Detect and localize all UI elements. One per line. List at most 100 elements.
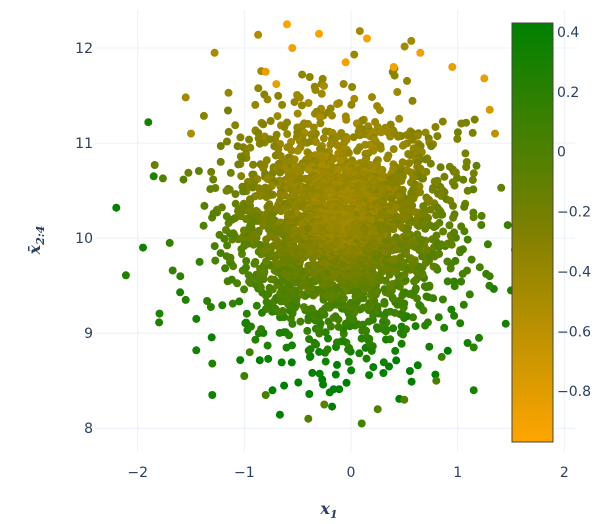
- scatter-point: [501, 319, 510, 328]
- scatter-point: [397, 339, 406, 348]
- scatter-point: [307, 304, 316, 313]
- scatter-point: [268, 169, 277, 178]
- x-tick-label: 2: [560, 465, 569, 481]
- scatter-point: [211, 256, 220, 265]
- scatter-point: [407, 377, 416, 386]
- scatter-point: [266, 117, 275, 125]
- scatter-point: [335, 385, 344, 394]
- scatter-point: [288, 44, 297, 52]
- scatter-point: [416, 48, 425, 57]
- scatter-point: [304, 224, 313, 233]
- scatter-point: [349, 223, 358, 232]
- scatter-point: [229, 229, 238, 238]
- scatter-point: [389, 324, 398, 333]
- scatter-point: [369, 224, 378, 233]
- scatter-point: [263, 341, 272, 350]
- scatter-point: [265, 224, 273, 233]
- scatter-point: [432, 231, 441, 240]
- scatter-point: [477, 211, 486, 220]
- scatter-point: [450, 228, 459, 237]
- scatter-point: [261, 67, 270, 76]
- scatter-point: [443, 346, 452, 355]
- scatter-point: [224, 106, 232, 115]
- scatter-point: [456, 319, 465, 328]
- y-tick-label: 8: [84, 421, 93, 437]
- scatter-point: [432, 376, 441, 385]
- scatter-point: [463, 266, 471, 275]
- scatter-point: [463, 186, 472, 195]
- scatter-point: [397, 176, 406, 185]
- scatter-point: [407, 36, 416, 45]
- scatter-point: [236, 356, 245, 365]
- scatter-point: [451, 256, 460, 265]
- scatter-point: [469, 213, 478, 222]
- scatter-point: [458, 245, 467, 254]
- scatter-point: [403, 224, 412, 233]
- scatter-point: [247, 223, 256, 232]
- scatter-point: [264, 354, 273, 363]
- scatter-point: [315, 29, 323, 38]
- scatter-point: [376, 144, 385, 153]
- scatter-point: [386, 335, 395, 344]
- scatter-point: [355, 349, 364, 358]
- scatter-point: [254, 84, 263, 93]
- scatter-point: [242, 263, 250, 272]
- scatter-point: [262, 257, 270, 266]
- scatter-point: [209, 175, 218, 184]
- scatter-point: [457, 222, 466, 231]
- scatter-point: [392, 356, 401, 365]
- scatter-point: [195, 257, 204, 266]
- scatter-point: [429, 262, 438, 271]
- scatter-point: [234, 160, 243, 169]
- scatter-point: [306, 345, 315, 354]
- scatter-point: [323, 345, 332, 354]
- scatter-point: [317, 89, 326, 98]
- scatter-point: [408, 96, 417, 105]
- scatter-point: [294, 378, 303, 387]
- scatter-point: [450, 311, 459, 320]
- scatter-point: [278, 306, 287, 315]
- scatter-point: [304, 99, 313, 107]
- scatter-point: [440, 172, 449, 181]
- scatter-point: [393, 278, 402, 287]
- scatter-point: [320, 81, 328, 90]
- scatter-point: [485, 281, 494, 290]
- scatter-point: [475, 333, 483, 342]
- scatter-point: [328, 402, 337, 411]
- scatter-point: [392, 233, 401, 242]
- scatter-point: [298, 70, 307, 79]
- scatter-point: [350, 50, 359, 59]
- scatter-point: [503, 221, 512, 230]
- scatter-point: [414, 222, 423, 230]
- scatter-point: [199, 111, 208, 120]
- scatter-point: [447, 305, 456, 314]
- scatter-point: [363, 34, 371, 43]
- scatter-point: [181, 93, 190, 102]
- scatter-point: [305, 335, 314, 344]
- scatter-point: [261, 391, 270, 399]
- scatter-point: [376, 106, 384, 115]
- scatter-point: [390, 71, 399, 80]
- scatter-point: [339, 80, 348, 88]
- scatter-point: [280, 381, 289, 390]
- scatter-point: [365, 371, 374, 380]
- scatter-point: [436, 163, 445, 172]
- scatter-point: [221, 264, 230, 273]
- scatter-point: [404, 159, 413, 168]
- scatter-point: [200, 201, 209, 210]
- scatter-point: [409, 313, 417, 322]
- scatter-point: [459, 300, 468, 309]
- scatter-point: [400, 288, 409, 297]
- scatter-point: [251, 335, 260, 344]
- scatter-point: [377, 128, 386, 137]
- scatter-point: [457, 277, 466, 286]
- scatter-point: [277, 207, 286, 216]
- scatter-point: [121, 271, 130, 280]
- scatter-point: [400, 395, 409, 404]
- y-tick-label: 12: [75, 41, 93, 57]
- scatter-point: [252, 301, 261, 310]
- scatter-point: [417, 174, 426, 183]
- scatter-point: [426, 159, 435, 168]
- scatter-point: [290, 186, 299, 195]
- scatter-point: [425, 342, 434, 351]
